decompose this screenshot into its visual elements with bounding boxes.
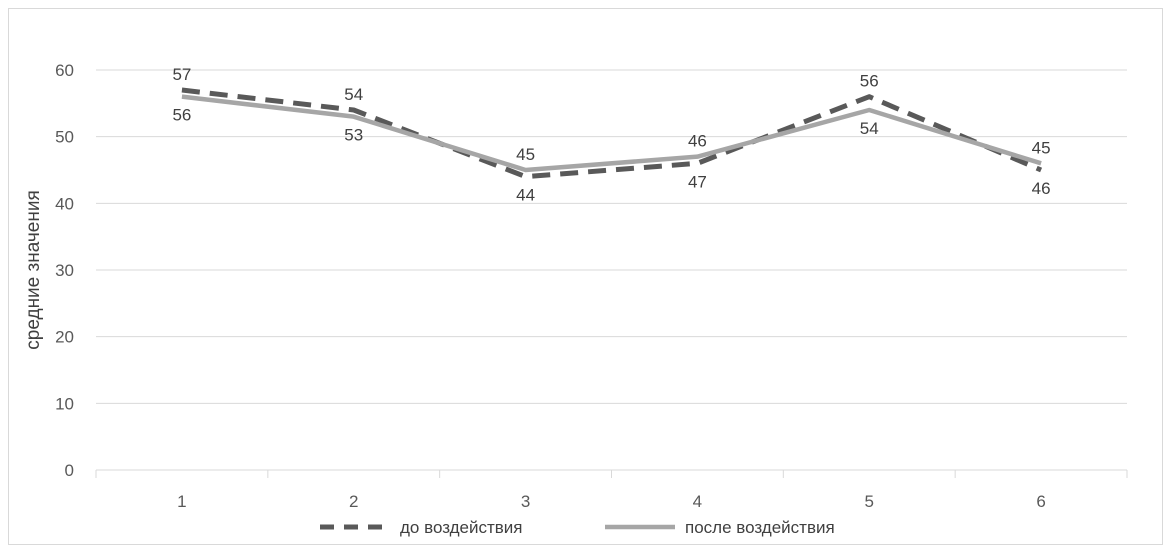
- x-tick-label: 4: [693, 492, 702, 511]
- gridlines: [96, 69, 1127, 471]
- x-axis: 1 2 3 4 5 6: [95, 470, 1128, 511]
- data-label: 57: [172, 65, 191, 84]
- data-label: 54: [344, 85, 363, 104]
- y-tick-label: 0: [65, 461, 74, 480]
- data-label: 53: [344, 126, 363, 145]
- y-tick-label: 30: [55, 261, 74, 280]
- data-label: 46: [1032, 179, 1051, 198]
- data-label: 56: [860, 72, 879, 91]
- data-labels: 57 56 54 53 45 44 46 47 56 54 45 46: [172, 65, 1050, 205]
- y-tick-label: 10: [55, 394, 74, 413]
- x-tick-label: 6: [1036, 492, 1045, 511]
- legend: до воздействия после воздействия: [320, 518, 835, 537]
- x-tick-label: 1: [177, 492, 186, 511]
- y-axis-ticks: 0 10 20 30 40 50 60: [55, 61, 74, 480]
- chart-frame: [8, 8, 1163, 545]
- series-lines: [181, 87, 1043, 180]
- x-tick-label: 2: [349, 492, 358, 511]
- data-label: 45: [1032, 138, 1051, 157]
- x-tick-label: 3: [521, 492, 530, 511]
- data-label: 46: [688, 132, 707, 151]
- legend-label: после воздействия: [685, 518, 835, 537]
- y-tick-label: 20: [55, 328, 74, 347]
- series-line-2: [181, 94, 1042, 173]
- y-tick-label: 60: [55, 61, 74, 80]
- data-label: 56: [172, 106, 191, 125]
- data-label: 54: [860, 119, 879, 138]
- series-line-1: [181, 87, 1043, 180]
- data-label: 44: [516, 186, 535, 205]
- y-axis-title: средние значения: [23, 190, 44, 349]
- data-label: 47: [688, 172, 707, 191]
- legend-label: до воздействия: [400, 518, 523, 537]
- y-tick-label: 50: [55, 128, 74, 147]
- y-tick-label: 40: [55, 194, 74, 213]
- x-tick-label: 5: [865, 492, 874, 511]
- data-label: 45: [516, 145, 535, 164]
